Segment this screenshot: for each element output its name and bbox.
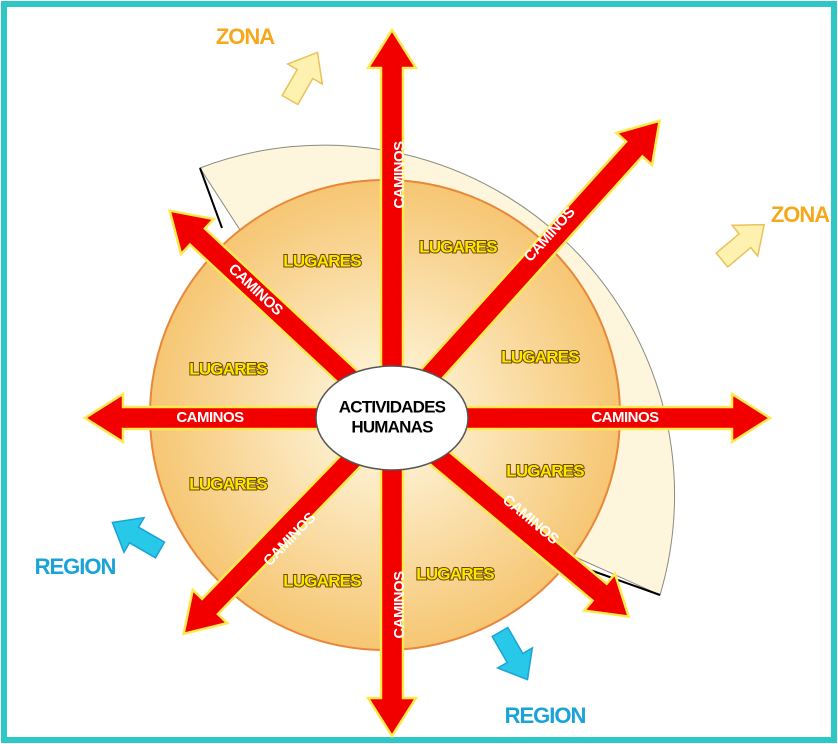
arrows — [82, 27, 773, 739]
small-arrow — [281, 51, 324, 106]
lugar-label: LUGARES — [416, 564, 494, 583]
lugar-label: LUGARES — [501, 347, 579, 366]
small-arrow — [111, 516, 166, 559]
lugar-label: LUGARES — [189, 359, 267, 378]
lugar-label: LUGARES — [283, 251, 361, 270]
camino-arrow — [365, 27, 419, 420]
lugar-label: LUGARES — [419, 237, 497, 256]
lugar-label: LUGARES — [189, 474, 267, 493]
center-label: HUMANAS — [351, 417, 433, 436]
region-label: REGION — [35, 554, 116, 579]
lugar-label: LUGARES — [506, 461, 584, 480]
zona-label: ZONA — [216, 24, 275, 49]
ring-edge — [199, 167, 223, 229]
camino-label: CAMINOS — [391, 141, 408, 209]
small-arrow — [715, 223, 766, 268]
camino-label: CAMINOS — [176, 409, 244, 426]
camino-label: CAMINOS — [391, 571, 408, 639]
center-ellipse — [315, 365, 469, 471]
zona-label: ZONA — [771, 202, 830, 227]
small-arrow — [491, 626, 534, 681]
lugar-label: LUGARES — [283, 571, 361, 590]
ring-edge — [589, 569, 661, 596]
camino-label: CAMINOS — [591, 409, 659, 426]
center-label: ACTIVIDADES — [339, 397, 446, 416]
region-label: REGION — [505, 703, 586, 728]
